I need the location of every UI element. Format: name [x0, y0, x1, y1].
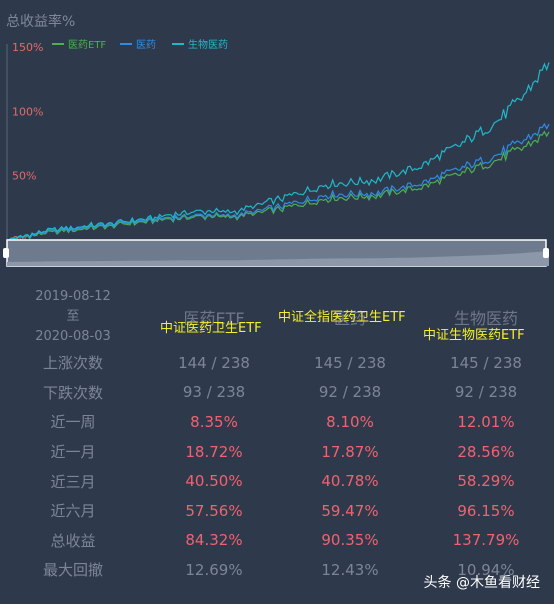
range-slider[interactable]: [3, 239, 549, 267]
row-value: 93 / 238: [182, 383, 246, 402]
stats-table: 2019-08-12 至 2020-08-03 医药ETF 医药 生物医药 上涨…: [0, 286, 554, 585]
stats-row: 近六月 57.56% 59.47% 96.15%: [0, 496, 554, 526]
chart-title: 总收益率%: [6, 13, 75, 30]
row-value: 12.69%: [185, 560, 243, 579]
stats-header-row: 2019-08-12 至 2020-08-03 医药ETF 医药 生物医药: [0, 286, 554, 348]
row-value: 12.43%: [321, 560, 379, 579]
row-value: 28.56%: [457, 442, 515, 461]
column-name: 医药ETF: [183, 309, 245, 328]
row-value: 144 / 238: [178, 353, 250, 372]
row-value: 40.78%: [321, 472, 379, 491]
row-value: 84.32%: [185, 531, 243, 550]
series-line: [6, 130, 550, 241]
legend-label: 医药ETF: [68, 39, 106, 51]
col-head-1: 医药: [282, 286, 418, 348]
row-label: 最大回撤: [42, 561, 103, 580]
watermark: 头条 @木鱼看财经: [423, 575, 540, 591]
range-slider-left-handle[interactable]: [3, 248, 9, 258]
row-value: 40.50%: [185, 472, 243, 491]
row-value: 12.01%: [457, 412, 515, 431]
col-head-2: 生物医药: [418, 286, 554, 348]
overlay-label-2: 中证生物医药ETF: [423, 328, 525, 343]
range-slider-right-handle[interactable]: [543, 248, 549, 258]
y-axis-ticks: 150%100%50%0%: [12, 41, 43, 247]
y-tick-label: 50%: [12, 170, 36, 183]
row-value: 145 / 238: [450, 353, 522, 372]
row-label: 近六月: [50, 502, 96, 521]
stats-row: 最大回撤 12.69% 12.43% 10.94%: [0, 555, 554, 585]
row-value: 145 / 238: [314, 353, 386, 372]
stats-row: 近三月 40.50% 40.78% 58.29%: [0, 466, 554, 496]
series-line: [6, 62, 550, 241]
overlay-label-1: 中证全指医药卫生ETF: [278, 310, 406, 325]
row-value: 137.79%: [452, 531, 520, 550]
row-value: 90.35%: [321, 531, 379, 550]
row-value: 18.72%: [185, 442, 243, 461]
stats-row: 近一月 18.72% 17.87% 28.56%: [0, 437, 554, 467]
row-value: 58.29%: [457, 472, 515, 491]
row-value: 10.94%: [457, 560, 515, 579]
stats-row: 上涨次数 144 / 238 145 / 238 145 / 238: [0, 348, 554, 378]
series-line: [6, 122, 550, 241]
column-name: 生物医药: [453, 309, 518, 328]
col-head-0: 医药ETF: [146, 286, 282, 348]
row-label: 上涨次数: [42, 354, 103, 373]
overlay-label-0: 中证医药卫生ETF: [160, 321, 262, 336]
stats-row: 总收益 84.32% 90.35% 137.79%: [0, 526, 554, 556]
legend-label: 生物医药: [188, 38, 228, 51]
row-label: 近一月: [50, 443, 96, 462]
row-value: 8.10%: [326, 412, 374, 431]
period-mid: 至: [66, 309, 80, 324]
row-value: 57.56%: [185, 501, 243, 520]
stats-row: 下跌次数 93 / 238 92 / 238 92 / 238: [0, 378, 554, 408]
y-tick-label: 100%: [12, 105, 43, 118]
row-label: 总收益: [50, 531, 96, 550]
row-label: 近一周: [50, 413, 96, 432]
row-value: 96.15%: [457, 501, 515, 520]
row-value: 92 / 238: [454, 383, 518, 402]
row-value: 92 / 238: [318, 383, 382, 402]
column-name: 医药: [333, 309, 366, 328]
period-end: 2020-08-03: [35, 329, 111, 344]
stats-row: 近一周 8.35% 8.10% 12.01%: [0, 407, 554, 437]
row-value: 59.47%: [321, 501, 379, 520]
series-lines: [6, 62, 550, 241]
y-tick-label: 150%: [12, 41, 43, 54]
legend: 医药ETF 医药 生物医药: [52, 38, 228, 51]
range-slider-preview: [7, 251, 549, 266]
legend-label: 医药: [136, 39, 156, 51]
row-label: 下跌次数: [42, 383, 103, 402]
row-value: 17.87%: [321, 442, 379, 461]
row-label: 近三月: [50, 472, 96, 491]
row-value: 8.35%: [190, 412, 238, 431]
period-cell: 2019-08-12 至 2020-08-03: [0, 286, 146, 348]
period-start: 2019-08-12: [35, 289, 111, 304]
